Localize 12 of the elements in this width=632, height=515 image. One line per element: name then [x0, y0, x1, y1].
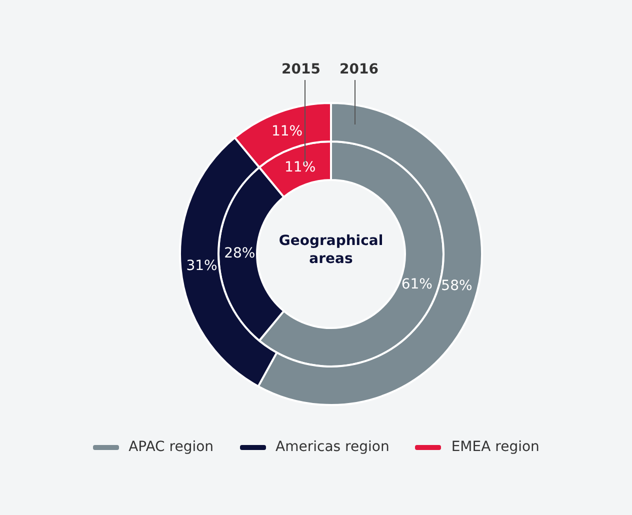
data-label: 11% [284, 160, 316, 176]
legend-label: EMEA region [451, 439, 540, 455]
data-label: 61% [401, 276, 432, 293]
slice-label: 2015 [282, 62, 320, 78]
text: Geographical areas [278, 232, 384, 268]
slice-label: 2016 [340, 62, 378, 78]
legend-label: Americas region [276, 439, 390, 455]
data-label: 58% [441, 278, 472, 294]
data-label: 31% [186, 258, 218, 274]
legend-label: APAC region [128, 439, 214, 455]
data-label: 11% [271, 123, 303, 140]
data-label: 28% [224, 246, 256, 262]
